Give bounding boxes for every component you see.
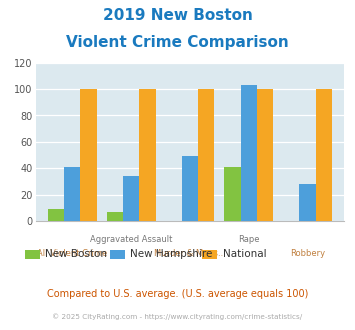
Bar (316, 89, 332, 221)
Text: Robbery: Robbery (290, 249, 325, 258)
Text: 2019 New Boston: 2019 New Boston (103, 8, 252, 23)
Bar (241, 85, 257, 221)
Bar (299, 184, 316, 221)
Text: © 2025 CityRating.com - https://www.cityrating.com/crime-statistics/: © 2025 CityRating.com - https://www.city… (53, 313, 302, 319)
Bar (224, 167, 241, 221)
Bar (48, 209, 64, 221)
Bar (182, 156, 198, 221)
Text: New Hampshire: New Hampshire (130, 249, 213, 259)
Text: Compared to U.S. average. (U.S. average equals 100): Compared to U.S. average. (U.S. average … (47, 289, 308, 299)
Text: New Boston: New Boston (45, 249, 107, 259)
Text: Murder & Mans...: Murder & Mans... (154, 249, 226, 258)
Bar (257, 89, 273, 221)
Bar (81, 89, 97, 221)
Text: All Violent Crime: All Violent Crime (37, 249, 108, 258)
Text: National: National (223, 249, 266, 259)
Bar (123, 176, 139, 221)
Bar (106, 212, 123, 221)
Text: Aggravated Assault: Aggravated Assault (90, 235, 172, 244)
Bar (198, 89, 214, 221)
Text: Rape: Rape (238, 235, 260, 244)
Text: Violent Crime Comparison: Violent Crime Comparison (66, 35, 289, 50)
Bar (64, 167, 81, 221)
Bar (139, 89, 155, 221)
